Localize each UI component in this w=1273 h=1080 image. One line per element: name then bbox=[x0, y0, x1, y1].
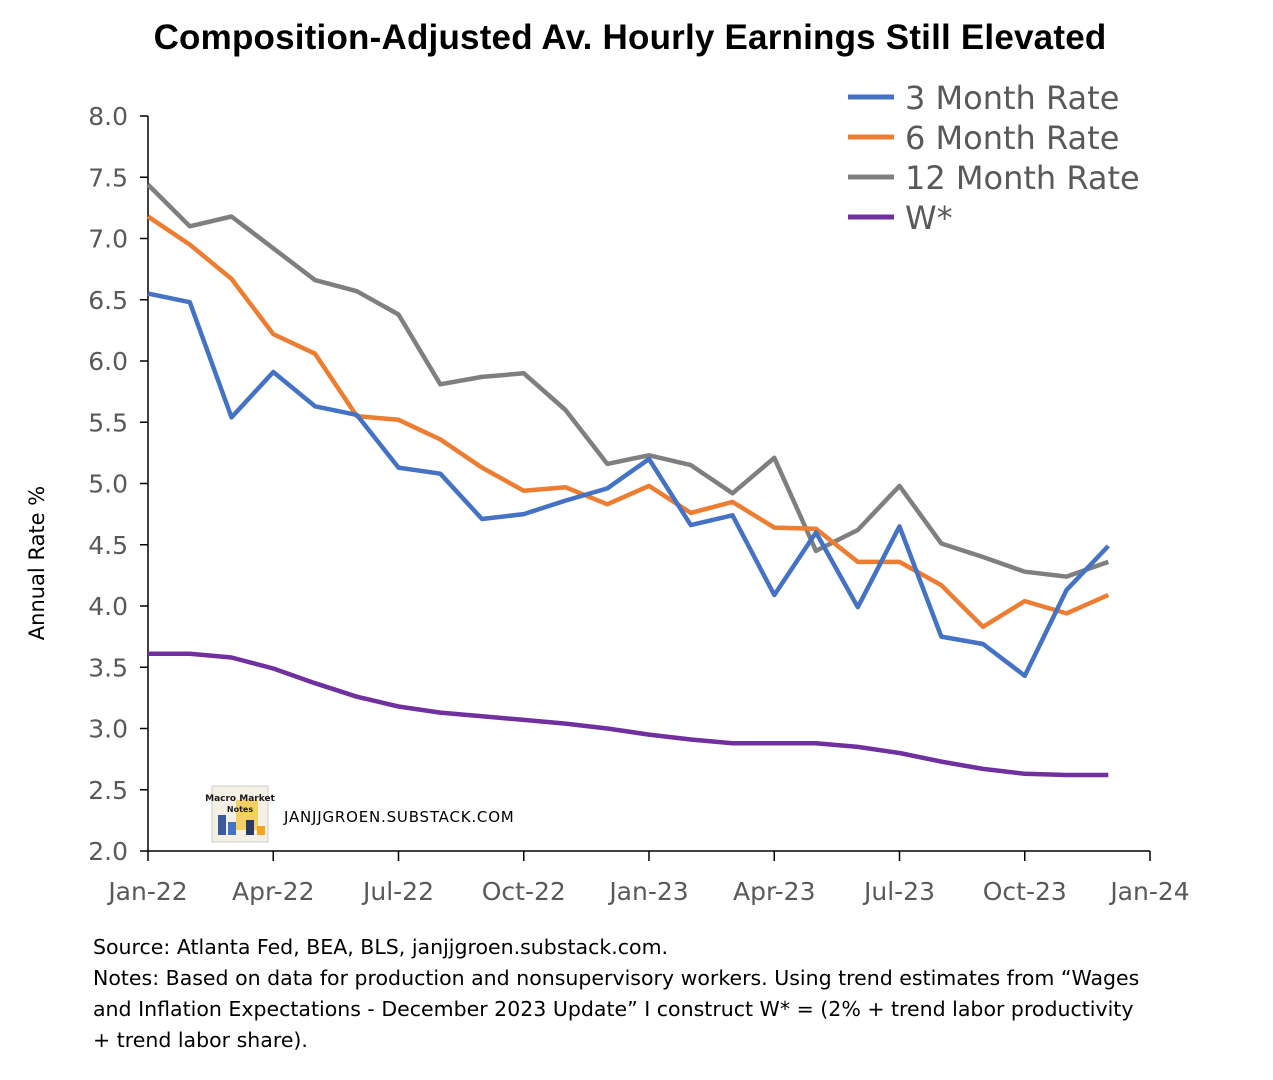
logo-text-line1: Macro Market bbox=[205, 794, 275, 804]
footnote-source: Source: Atlanta Fed, BEA, BLS, janjjgroe… bbox=[93, 935, 669, 959]
series-line bbox=[147, 291, 1110, 679]
x-tick-label: Apr-22 bbox=[232, 877, 314, 906]
series-layer bbox=[146, 183, 1110, 778]
watermark: Macro Market Notes JANJJGROEN.SUBSTACK.C… bbox=[205, 785, 515, 843]
y-tick-label: 3.5 bbox=[88, 653, 128, 682]
x-tick-label: Oct-23 bbox=[983, 877, 1067, 906]
legend-entry: 6 Month Rate bbox=[848, 119, 1119, 157]
y-tick-label: 5.0 bbox=[88, 470, 128, 499]
logo-text-line2: Notes bbox=[227, 805, 253, 814]
x-tick-label: Apr-23 bbox=[733, 877, 815, 906]
y-tick-label: 4.5 bbox=[88, 531, 128, 560]
y-tick-label: 4.0 bbox=[88, 592, 128, 621]
legend-entry: W* bbox=[848, 199, 953, 237]
macro-market-notes-logo: Macro Market Notes bbox=[205, 785, 276, 843]
legend-label: 3 Month Rate bbox=[905, 79, 1119, 117]
y-tick-label: 7.0 bbox=[88, 225, 128, 254]
y-tick-label: 2.5 bbox=[88, 776, 128, 805]
y-tick-label: 8.0 bbox=[88, 102, 128, 131]
footnote-notes-line3: + trend labor share). bbox=[93, 1028, 308, 1052]
footnote-notes-line2: and Inflation Expectations - December 20… bbox=[93, 997, 1134, 1021]
x-tick-label: Jan-24 bbox=[1108, 877, 1189, 906]
series-12-month-rate bbox=[146, 183, 1110, 579]
series-line bbox=[148, 651, 1109, 778]
y-tick-label: 6.0 bbox=[88, 347, 128, 376]
y-tick-label: 3.0 bbox=[88, 715, 128, 744]
y-tick-label: 5.5 bbox=[88, 408, 128, 437]
x-tick-label: Oct-22 bbox=[482, 877, 566, 906]
x-tick-label: Jan-22 bbox=[106, 877, 187, 906]
footnote-notes-line1: Notes: Based on data for production and … bbox=[93, 966, 1140, 990]
line-chart: 2.0 2.5 3.0 3.5 4.0 4.5 5.0 5.5 6.0 6.5 7.0 7.5 8.0 J… bbox=[25, 79, 1190, 906]
watermark-text: JANJJGROEN.SUBSTACK.COM bbox=[283, 808, 515, 826]
y-axis-label: Annual Rate % bbox=[25, 486, 49, 640]
y-tick-label: 7.5 bbox=[88, 163, 128, 192]
series-3-month-rate bbox=[147, 291, 1110, 679]
series-line bbox=[146, 214, 1110, 630]
legend-entry: 12 Month Rate bbox=[848, 159, 1140, 197]
y-tick-label: 6.5 bbox=[88, 286, 128, 315]
legend-label: W* bbox=[905, 199, 953, 237]
x-tick-label: Jan-23 bbox=[607, 877, 688, 906]
series-line bbox=[146, 183, 1110, 579]
series-6-month-rate bbox=[146, 214, 1110, 630]
x-tick-label: Jul-22 bbox=[361, 877, 434, 906]
legend-entry: 3 Month Rate bbox=[848, 79, 1119, 117]
legend-label: 12 Month Rate bbox=[905, 159, 1140, 197]
x-tick-label: Jul-23 bbox=[862, 877, 935, 906]
legend-label: 6 Month Rate bbox=[905, 119, 1119, 157]
chart-title: Composition-Adjusted Av. Hourly Earnings… bbox=[153, 18, 1107, 57]
footnote: Source: Atlanta Fed, BEA, BLS, janjjgroe… bbox=[93, 932, 1263, 1056]
axes: 2.0 2.5 3.0 3.5 4.0 4.5 5.0 5.5 6.0 6.5 7.0 7.5 8.0 J… bbox=[88, 102, 1189, 906]
y-tick-label: 2.0 bbox=[88, 837, 128, 866]
series-w bbox=[147, 651, 1109, 778]
